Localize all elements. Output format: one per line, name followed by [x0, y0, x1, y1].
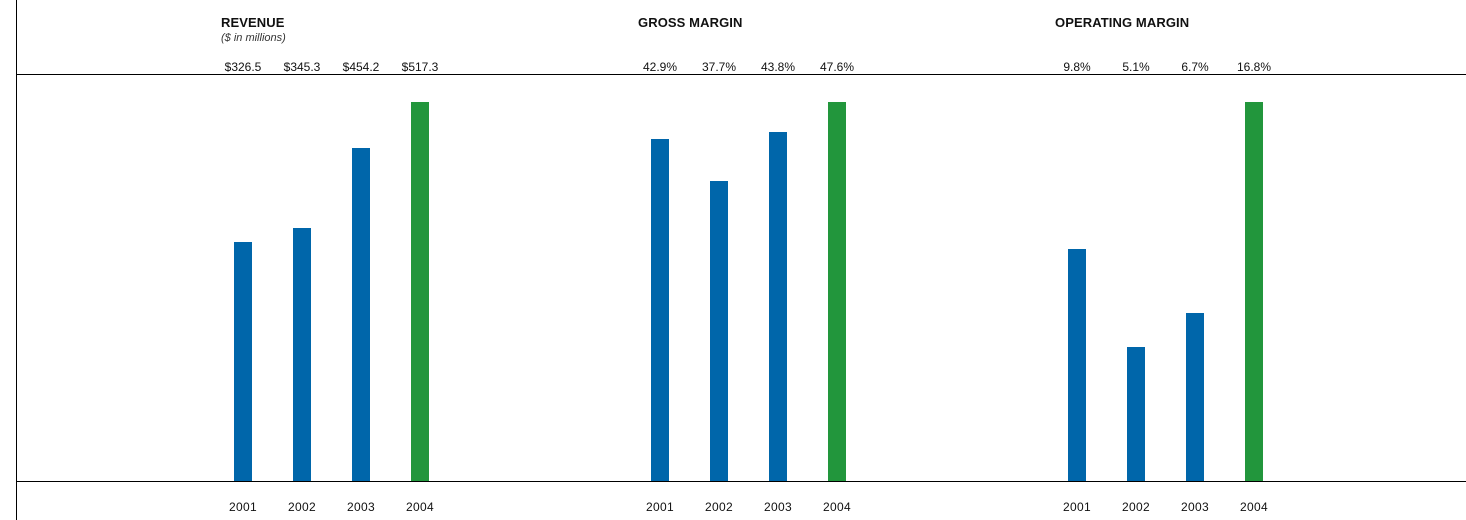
operating-margin-year-label-2001: 2001	[1063, 500, 1091, 514]
left-rule	[16, 0, 17, 520]
revenue-value-label-2003: $454.2	[342, 60, 380, 74]
gross-margin-year-label-2001: 2001	[646, 500, 674, 514]
operating-margin-panel: OPERATING MARGIN 9.8% 2001 5.1% 2002 6.7% 200…	[1055, 0, 1415, 520]
operating-margin-title: OPERATING MARGIN	[1055, 15, 1190, 30]
revenue-year-label-2002: 2002	[288, 500, 316, 514]
operating-margin-bar-2001	[1068, 248, 1086, 481]
revenue-subtitle: ($ in millions)	[221, 32, 286, 44]
operating-margin-value-label-2001: 9.8%	[1063, 60, 1091, 74]
gross-margin-value-label-2002: 37.7%	[701, 60, 737, 74]
revenue-bar-2002	[293, 228, 311, 481]
revenue-value-label-2002: $345.3	[283, 60, 321, 74]
revenue-bar-2001	[234, 241, 252, 481]
operating-margin-bar-2003	[1186, 313, 1204, 481]
revenue-panel: REVENUE ($ in millions) $326.5 2001 $345.3…	[221, 0, 581, 520]
revenue-value-label-2001: $326.5	[224, 60, 262, 74]
gross-margin-value-label-2003: 43.8%	[760, 60, 796, 74]
gross-margin-year-label-2002: 2002	[705, 500, 733, 514]
gross-margin-bar-2003	[769, 132, 787, 481]
gross-margin-year-label-2004: 2004	[823, 500, 851, 514]
gross-margin-year-label-2003: 2003	[764, 500, 792, 514]
operating-margin-value-label-2002: 5.1%	[1122, 60, 1150, 74]
operating-margin-value-label-2003: 6.7%	[1181, 60, 1209, 74]
baseline-divider	[16, 481, 1466, 482]
gross-margin-bar-2001	[651, 139, 669, 481]
gross-margin-bar-2004	[828, 102, 846, 481]
revenue-value-label-2004: $517.3	[401, 60, 439, 74]
gross-margin-panel: GROSS MARGIN 42.9% 2001 37.7% 2002 43.8% 2003…	[638, 0, 998, 520]
revenue-year-label-2004: 2004	[406, 500, 434, 514]
gross-margin-value-label-2004: 47.6%	[819, 60, 855, 74]
revenue-title: REVENUE	[221, 15, 285, 30]
gross-margin-value-label-2001: 42.9%	[642, 60, 678, 74]
operating-margin-year-label-2004: 2004	[1240, 500, 1268, 514]
operating-margin-bar-2002	[1127, 346, 1145, 481]
revenue-bar-2004	[411, 102, 429, 481]
operating-margin-value-label-2004: 16.8%	[1236, 60, 1272, 74]
operating-margin-year-label-2003: 2003	[1181, 500, 1209, 514]
gross-margin-title: GROSS MARGIN	[638, 15, 743, 30]
top-divider	[16, 74, 1466, 75]
revenue-year-label-2003: 2003	[347, 500, 375, 514]
revenue-bar-2003	[352, 148, 370, 481]
gross-margin-bar-2002	[710, 180, 728, 481]
operating-margin-year-label-2002: 2002	[1122, 500, 1150, 514]
revenue-year-label-2001: 2001	[229, 500, 257, 514]
operating-margin-bar-2004	[1245, 102, 1263, 481]
